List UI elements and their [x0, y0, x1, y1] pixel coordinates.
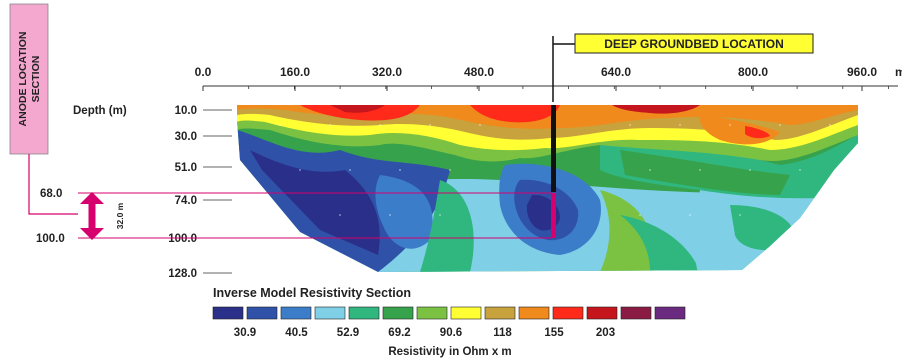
- x-tick-label: 640.0: [601, 65, 631, 79]
- groundbed-label: DEEP GROUNDBED LOCATION: [604, 37, 784, 51]
- legend-swatch: [620, 306, 652, 320]
- x-tick-label: 480.0: [464, 65, 494, 79]
- legend-swatch: [246, 306, 278, 320]
- groundbed-label-box: [574, 33, 814, 54]
- legend-label: 52.9: [337, 327, 359, 339]
- legend-label: 30.9: [234, 327, 256, 339]
- x-axis-unit: m: [895, 65, 902, 79]
- legend-swatch: [382, 306, 414, 320]
- section-title: Inverse Model Resistivity Section: [213, 286, 411, 300]
- legend-swatch: [586, 306, 618, 320]
- legend-swatch: [654, 306, 686, 320]
- depth-tick-label: 100.0: [168, 233, 197, 245]
- deep-groundbed-well: DEEP GROUNDBED LOCATION: [551, 33, 814, 238]
- legend-label: 118: [493, 327, 512, 339]
- legend-swatch: [212, 306, 244, 320]
- legend-swatch: [450, 306, 482, 320]
- anode-box-line2: SECTION: [30, 56, 42, 103]
- anode-thickness: 32.0 m: [115, 202, 125, 229]
- legend-swatch: [416, 306, 448, 320]
- anode-location-box: ANODE LOCATION SECTION: [9, 3, 49, 155]
- legend-label: 155: [544, 327, 564, 339]
- depth-tick-label: 51.0: [175, 162, 197, 174]
- x-axis: 0.0 160.0 320.0 480.0 640.0 800.0 960.0 m: [195, 65, 902, 91]
- x-tick-label: 0.0: [195, 65, 212, 79]
- anode-depth-markers: 68.0 100.0 32.0 m: [36, 188, 552, 245]
- depth-tick-label: 30.0: [175, 131, 197, 143]
- x-tick-label: 320.0: [372, 65, 402, 79]
- legend-swatch: [314, 306, 346, 320]
- depth-axis-title: Depth (m): [73, 105, 127, 117]
- x-tick-label: 960.0: [847, 65, 877, 79]
- x-tick-label: 160.0: [280, 65, 310, 79]
- anode-top-depth: 68.0: [40, 188, 62, 200]
- legend-label: 90.6: [440, 327, 462, 339]
- x-tick-label: 800.0: [738, 65, 768, 79]
- legend-swatch: [484, 306, 516, 320]
- anode-bottom-depth: 100.0: [36, 233, 65, 245]
- anode-box-line1: ANODE LOCATION: [17, 32, 29, 127]
- legend: Inverse Model Resistivity Section 30.9 40…: [212, 286, 686, 358]
- resistivity-section: [237, 105, 858, 272]
- legend-label: 69.2: [388, 327, 410, 339]
- depth-axis: Depth (m) 10.0 30.0 51.0 74.0 100.0 128.0: [73, 105, 232, 280]
- legend-label: 203: [596, 327, 615, 339]
- depth-tick-label: 10.0: [175, 105, 197, 117]
- depth-tick-label: 128.0: [168, 268, 197, 280]
- legend-caption: Resistivity in Ohm x m: [388, 346, 511, 358]
- legend-swatch: [348, 306, 380, 320]
- legend-label: 40.5: [285, 327, 308, 339]
- depth-tick-label: 74.0: [175, 195, 197, 207]
- legend-swatch: [280, 306, 312, 320]
- legend-swatch: [518, 306, 550, 320]
- legend-swatch: [552, 306, 584, 320]
